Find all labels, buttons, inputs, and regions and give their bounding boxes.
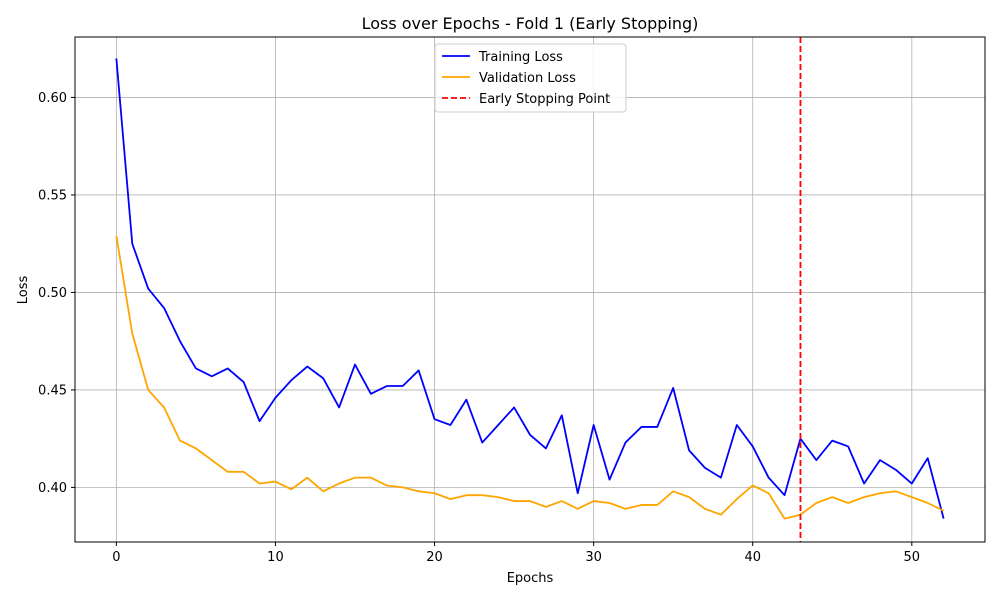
- chart-title: Loss over Epochs - Fold 1 (Early Stoppin…: [362, 14, 699, 33]
- y-tick-label: 0.60: [38, 91, 67, 106]
- y-tick-label: 0.55: [38, 188, 67, 203]
- x-tick-label: 0: [112, 550, 120, 565]
- legend: Training Loss Validation Loss Early Stop…: [434, 43, 627, 113]
- x-tick-label: 20: [426, 550, 443, 565]
- legend-label-early-stopping: Early Stopping Point: [479, 92, 610, 107]
- y-tick-label: 0.40: [38, 481, 67, 496]
- grid-lines: [75, 37, 985, 542]
- x-tick-label: 50: [904, 550, 921, 565]
- legend-label-validation: Validation Loss: [479, 71, 576, 86]
- x-tick-label: 10: [267, 550, 284, 565]
- legend-label-training: Training Loss: [478, 50, 563, 65]
- validation-loss-line: [115, 235, 945, 520]
- y-axis-ticks: 0.40 0.45 0.50 0.55 0.60: [38, 91, 75, 496]
- series-lines: [115, 58, 945, 520]
- plot-frame: [74, 36, 986, 543]
- training-loss-line: [115, 58, 945, 519]
- y-axis-label: Loss: [16, 276, 31, 305]
- y-tick-label: 0.50: [38, 286, 67, 301]
- x-axis-label: Epochs: [507, 571, 554, 586]
- x-axis-ticks: 0 10 20 30 40 50: [112, 542, 920, 565]
- legend-box: [434, 43, 627, 113]
- x-tick-label: 30: [585, 550, 602, 565]
- y-tick-label: 0.45: [38, 383, 67, 398]
- x-tick-label: 40: [744, 550, 761, 565]
